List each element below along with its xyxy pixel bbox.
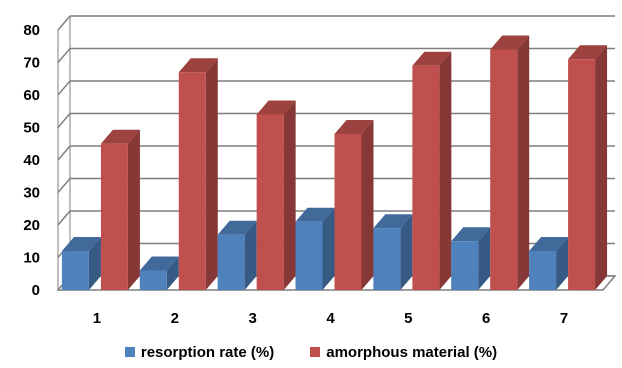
gridline-side [57, 15, 71, 31]
x-tick-label: 6 [482, 310, 490, 327]
y-tick-label: 0 [32, 282, 40, 299]
bar-amorphous-material [568, 59, 596, 290]
bar-amorphous-material [178, 72, 206, 290]
y-tick-label: 20 [23, 217, 40, 234]
gridline-side [57, 210, 71, 226]
y-tick-label: 30 [23, 185, 40, 202]
x-tick-label: 2 [171, 310, 179, 327]
bar-amorphous-material [334, 134, 362, 290]
bar-side-resorption-rate [88, 237, 101, 290]
bar-top-resorption-rate [217, 220, 257, 235]
bar-side-resorption-rate [244, 220, 257, 290]
bar-side-resorption-rate [322, 207, 335, 290]
bar-side-resorption-rate [400, 214, 413, 290]
y-tick-label: 40 [23, 152, 40, 169]
bar-resorption-rate [139, 270, 167, 290]
bar-side-resorption-rate [166, 256, 179, 290]
x-tick-label: 1 [93, 310, 101, 327]
legend-swatch-resorption-rate [124, 347, 135, 357]
bar-top-amorphous-material [568, 45, 608, 60]
bar-resorption-rate [529, 251, 557, 290]
y-tick-label: 80 [23, 22, 40, 39]
bar-side-amorphous-material [595, 45, 608, 290]
bar-top-resorption-rate [373, 214, 413, 229]
bar-side-amorphous-material [127, 129, 140, 290]
legend: resorption rate (%) amorphous material (… [0, 340, 622, 364]
legend-label-amorphous-material: amorphous material (%) [326, 343, 498, 361]
legend-swatch-amorphous-material [310, 347, 321, 357]
bar-top-resorption-rate [295, 207, 335, 222]
bar-top-resorption-rate [61, 237, 101, 251]
legend-item-amorphous-material: amorphous material (%) [310, 344, 497, 361]
bar-side-amorphous-material [439, 51, 452, 290]
x-tick-label: 5 [404, 310, 412, 327]
y-tick-label: 70 [23, 55, 40, 72]
gridline-side [57, 48, 71, 63]
bar-top-amorphous-material [100, 129, 140, 144]
y-tick-label: 10 [23, 250, 40, 267]
bar-amorphous-material [100, 143, 128, 290]
bar-chart-plot: 0 10 20 30 40 50 60 70 80 1 2 3 4 5 6 7 [23, 15, 617, 327]
bar-top-amorphous-material [334, 120, 374, 134]
bar-resorption-rate [373, 228, 401, 290]
legend-item-resorption-rate: resorption rate (%) [124, 343, 275, 361]
y-tick-label: 50 [23, 120, 40, 137]
y-tick-label: 60 [23, 87, 40, 104]
bar-side-amorphous-material [205, 58, 218, 290]
bar-top-amorphous-material [256, 100, 296, 115]
bar-resorption-rate [451, 241, 479, 290]
bar-top-amorphous-material [178, 58, 218, 73]
bar-side-resorption-rate [478, 227, 491, 290]
bar-side-amorphous-material [283, 100, 296, 290]
gridline-side [57, 145, 71, 161]
bar-amorphous-material [256, 114, 284, 290]
bar-side-amorphous-material [517, 35, 530, 290]
bar-side-resorption-rate [556, 237, 569, 290]
gridline-side [57, 113, 71, 128]
bar-top-amorphous-material [412, 51, 452, 66]
x-tick-label: 4 [326, 310, 335, 327]
gridline-side [57, 178, 71, 193]
bar-resorption-rate [61, 251, 89, 290]
gridline-side [57, 80, 71, 96]
x-tick-label: 3 [248, 310, 256, 327]
bar-top-resorption-rate [139, 256, 179, 271]
bar-top-resorption-rate [451, 227, 491, 242]
legend-label-resorption-rate: resorption rate (%) [140, 343, 275, 361]
bar-resorption-rate [217, 234, 245, 290]
bar-resorption-rate [295, 221, 323, 290]
bar-amorphous-material [490, 49, 518, 290]
x-tick-label: 7 [560, 310, 568, 327]
bar-amorphous-material [412, 65, 440, 290]
bar-top-resorption-rate [529, 237, 569, 251]
bar-top-amorphous-material [490, 35, 530, 50]
bar-side-amorphous-material [361, 120, 374, 290]
